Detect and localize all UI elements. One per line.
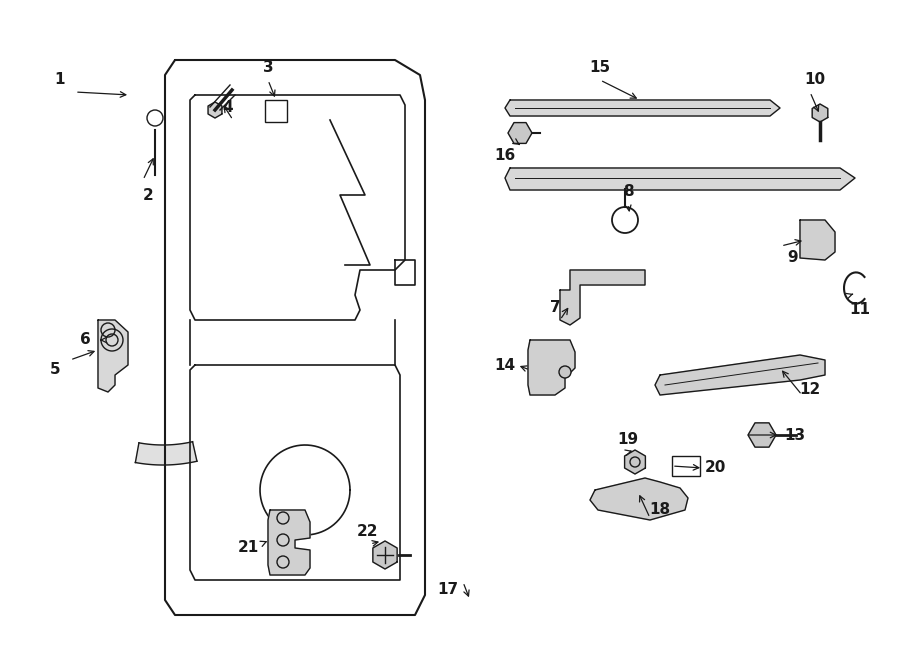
Text: 19: 19	[617, 432, 639, 447]
Polygon shape	[800, 220, 835, 260]
Polygon shape	[373, 541, 397, 569]
Text: 3: 3	[263, 61, 274, 75]
Polygon shape	[528, 340, 575, 395]
Text: 10: 10	[805, 73, 825, 87]
Polygon shape	[208, 102, 222, 118]
Text: 6: 6	[79, 332, 90, 348]
Text: 17: 17	[437, 582, 459, 598]
Polygon shape	[748, 423, 776, 447]
Polygon shape	[560, 270, 645, 325]
Bar	[265, 100, 287, 122]
Text: 18: 18	[650, 502, 670, 518]
Text: 13: 13	[785, 428, 806, 442]
Polygon shape	[508, 122, 532, 143]
Text: 8: 8	[623, 184, 634, 200]
Polygon shape	[268, 510, 310, 575]
Text: 5: 5	[50, 362, 60, 377]
Polygon shape	[590, 478, 688, 520]
Polygon shape	[505, 168, 855, 190]
Polygon shape	[812, 104, 828, 122]
Text: 20: 20	[705, 461, 725, 475]
Text: 9: 9	[788, 251, 798, 266]
Bar	[672, 456, 700, 476]
Text: 4: 4	[222, 100, 233, 116]
Text: 7: 7	[550, 301, 561, 315]
Text: 16: 16	[494, 147, 516, 163]
Polygon shape	[135, 442, 197, 465]
Text: 2: 2	[142, 188, 153, 202]
Text: 15: 15	[590, 61, 610, 75]
Circle shape	[559, 366, 571, 378]
Text: 12: 12	[799, 383, 821, 397]
Text: 14: 14	[494, 358, 516, 373]
Polygon shape	[655, 355, 825, 395]
Polygon shape	[98, 320, 128, 392]
Text: 1: 1	[55, 73, 65, 87]
Text: 21: 21	[238, 541, 258, 555]
Polygon shape	[625, 450, 645, 474]
Text: 22: 22	[357, 524, 379, 539]
Text: 11: 11	[850, 303, 870, 317]
Polygon shape	[505, 100, 780, 116]
